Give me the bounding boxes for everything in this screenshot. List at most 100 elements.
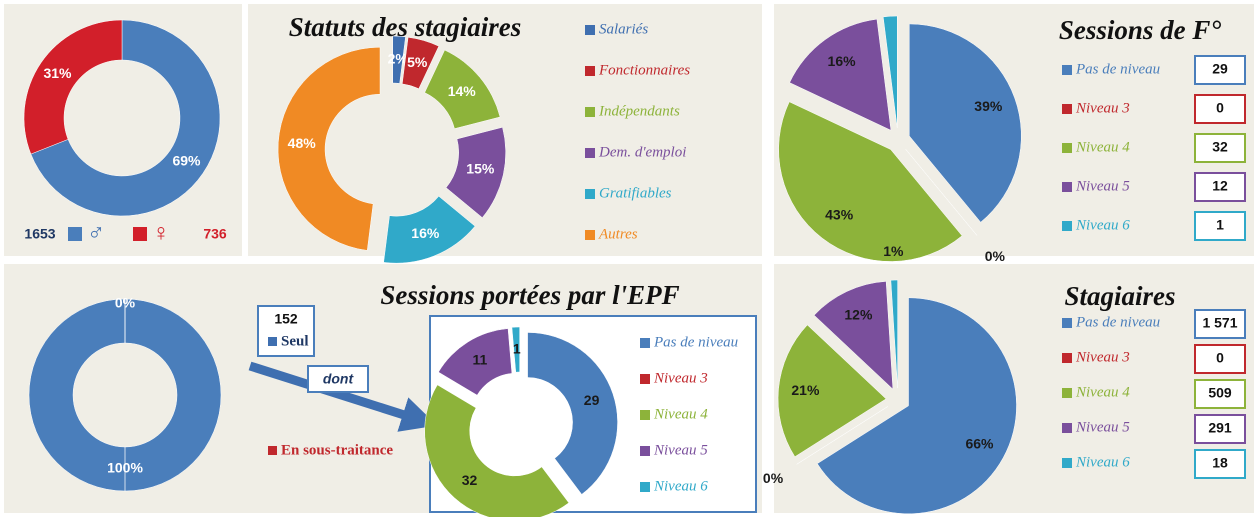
count: 152 <box>274 311 298 327</box>
count: 32 <box>1212 139 1228 155</box>
count: 736 <box>203 226 227 242</box>
data-label: 1 <box>513 340 521 356</box>
legend-label: ♀ <box>152 219 170 246</box>
chart-title: Sessions de F° <box>1059 15 1222 45</box>
data-label: 12% <box>844 307 873 323</box>
data-label: 0% <box>763 470 784 486</box>
count: 18 <box>1212 455 1228 471</box>
donut-segment <box>438 328 513 396</box>
data-label: 48% <box>288 135 317 151</box>
count-box <box>1194 94 1246 124</box>
legend-label: Autres <box>598 226 638 242</box>
data-label: 29 <box>584 392 600 408</box>
data-label: 21% <box>791 382 820 398</box>
data-label: 100% <box>107 460 143 476</box>
legend-swatch <box>640 338 650 348</box>
legend-swatch <box>1062 143 1072 153</box>
donut-segment <box>511 326 520 373</box>
donut-segment <box>392 35 406 84</box>
data-label: 14% <box>448 83 477 99</box>
count-box <box>1194 379 1246 409</box>
legend-label: Pas de niveau <box>1075 61 1160 77</box>
legend-swatch <box>1062 104 1072 114</box>
count: 0 <box>1216 350 1224 366</box>
pie-slice <box>813 281 894 390</box>
data-label: 66% <box>965 436 994 452</box>
legend-label: Niveau 6 <box>1075 217 1130 233</box>
pie-slice <box>890 279 898 389</box>
data-label: 0% <box>985 248 1006 264</box>
annotation-box <box>307 365 369 393</box>
count-box <box>1194 449 1246 479</box>
data-label: 39% <box>974 98 1003 114</box>
count: 291 <box>1208 420 1232 436</box>
data-label: 69% <box>172 153 201 169</box>
legend-label: Dem. d'emploi <box>598 144 686 160</box>
donut-segment <box>424 384 570 517</box>
legend-label: Niveau 5 <box>653 442 708 458</box>
count-box <box>1194 344 1246 374</box>
legend-swatch <box>640 410 650 420</box>
legend-label: Niveau 5 <box>1075 178 1130 194</box>
pie-slice <box>882 15 898 129</box>
count-box <box>1194 172 1246 202</box>
count: 0 <box>1216 100 1224 116</box>
legend-swatch <box>1062 388 1072 398</box>
count-box <box>1194 55 1246 85</box>
legend-label: Niveau 3 <box>1075 349 1130 365</box>
donut-segment <box>23 19 123 155</box>
chart-title: Sessions portées par l'EPF <box>380 280 679 310</box>
legend-swatch <box>1062 318 1072 328</box>
donut-segment <box>445 126 506 218</box>
legend-swatch <box>268 337 277 346</box>
donut-segment <box>401 37 440 90</box>
count: 509 <box>1208 385 1232 401</box>
data-label: 5% <box>407 54 428 70</box>
count: 1 571 <box>1202 315 1237 331</box>
legend-label: Indépendants <box>598 103 680 119</box>
data-label: 16% <box>828 53 857 69</box>
data-label: 43% <box>825 207 854 223</box>
legend-label: Fonctionnaires <box>598 62 690 78</box>
legend-swatch <box>585 189 595 199</box>
legend-label: ♂ <box>87 219 105 246</box>
count: 1 <box>1216 217 1224 233</box>
legend-label: Niveau 3 <box>1075 100 1130 116</box>
count-box <box>257 305 315 357</box>
count: 1653 <box>24 226 55 242</box>
data-label: 31% <box>43 65 72 81</box>
legend-swatch <box>585 148 595 158</box>
legend-label: Niveau 4 <box>1075 384 1130 400</box>
pie-slice <box>796 406 889 465</box>
data-label: 16% <box>411 225 440 241</box>
pie-slice <box>789 18 892 131</box>
legend-swatch <box>1062 458 1072 468</box>
legend-label: Seul <box>281 333 309 349</box>
legend-label: Gratifiables <box>599 185 672 201</box>
count-box <box>1194 133 1246 163</box>
legend-swatch <box>640 446 650 456</box>
legend-swatch <box>1062 65 1072 75</box>
legend-swatch <box>585 107 595 117</box>
legend-label: Pas de niveau <box>653 334 738 350</box>
annotation: dont <box>323 371 355 387</box>
legend-label: Niveau 4 <box>653 406 708 422</box>
legend-label: Niveau 5 <box>1075 419 1130 435</box>
data-label: 2% <box>388 50 409 66</box>
legend-swatch <box>1062 221 1072 231</box>
donut-segment <box>527 332 618 495</box>
pie-slice <box>777 324 887 458</box>
data-label: 11 <box>473 352 488 368</box>
legend-swatch <box>585 25 595 35</box>
legend-label: En sous-traitance <box>281 442 393 458</box>
donut-segment <box>277 46 381 251</box>
donut-segment <box>28 298 222 492</box>
legend-swatch <box>1062 182 1072 192</box>
count-box <box>1194 309 1246 339</box>
legend-swatch <box>68 227 82 241</box>
legend-label: Niveau 4 <box>1075 139 1130 155</box>
legend-swatch <box>585 230 595 240</box>
legend-swatch <box>585 66 595 76</box>
legend-swatch <box>268 446 277 455</box>
